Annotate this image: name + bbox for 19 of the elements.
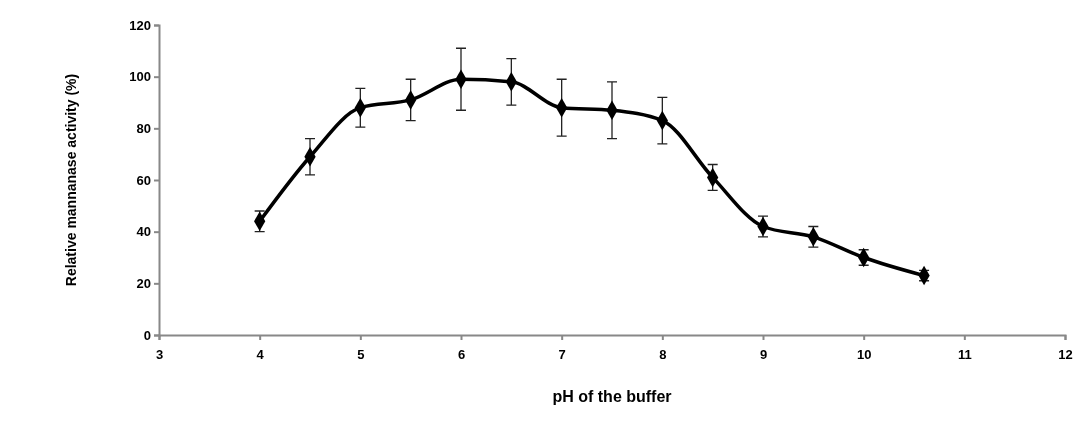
x-tick-label: 3 <box>155 346 164 362</box>
y-tick-label: 80 <box>136 120 151 136</box>
y-tick-label: 60 <box>136 172 151 188</box>
x-tick-label: 7 <box>558 346 566 362</box>
y-tick-label: 120 <box>129 17 151 33</box>
y-tick-label: 20 <box>136 275 151 291</box>
y-axis-title: Relative mannanase activity (%) <box>63 73 79 287</box>
x-tick-label: 4 <box>256 346 265 362</box>
x-tick-label: 9 <box>759 346 768 362</box>
x-tick-label: 11 <box>957 346 972 362</box>
y-tick-label: 40 <box>136 224 151 240</box>
y-tick-label: 100 <box>129 69 151 85</box>
x-tick-label: 6 <box>457 346 466 362</box>
x-tick-label: 10 <box>856 346 872 362</box>
x-axis-title: pH of the buffer <box>552 388 672 405</box>
x-tick-label: 12 <box>1058 346 1073 362</box>
x-tick-label: 5 <box>357 346 365 362</box>
y-tick-label: 0 <box>143 327 151 343</box>
x-tick-label: 8 <box>659 346 667 362</box>
